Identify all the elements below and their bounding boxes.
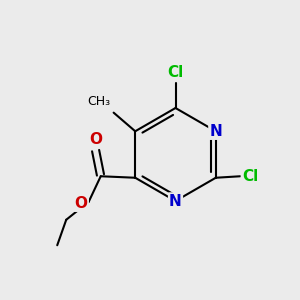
Text: O: O [89, 132, 102, 147]
Text: N: N [169, 194, 182, 208]
Text: Cl: Cl [242, 169, 258, 184]
Text: Cl: Cl [167, 65, 184, 80]
Text: N: N [209, 124, 222, 139]
Text: CH₃: CH₃ [88, 95, 111, 108]
Text: O: O [75, 196, 88, 211]
